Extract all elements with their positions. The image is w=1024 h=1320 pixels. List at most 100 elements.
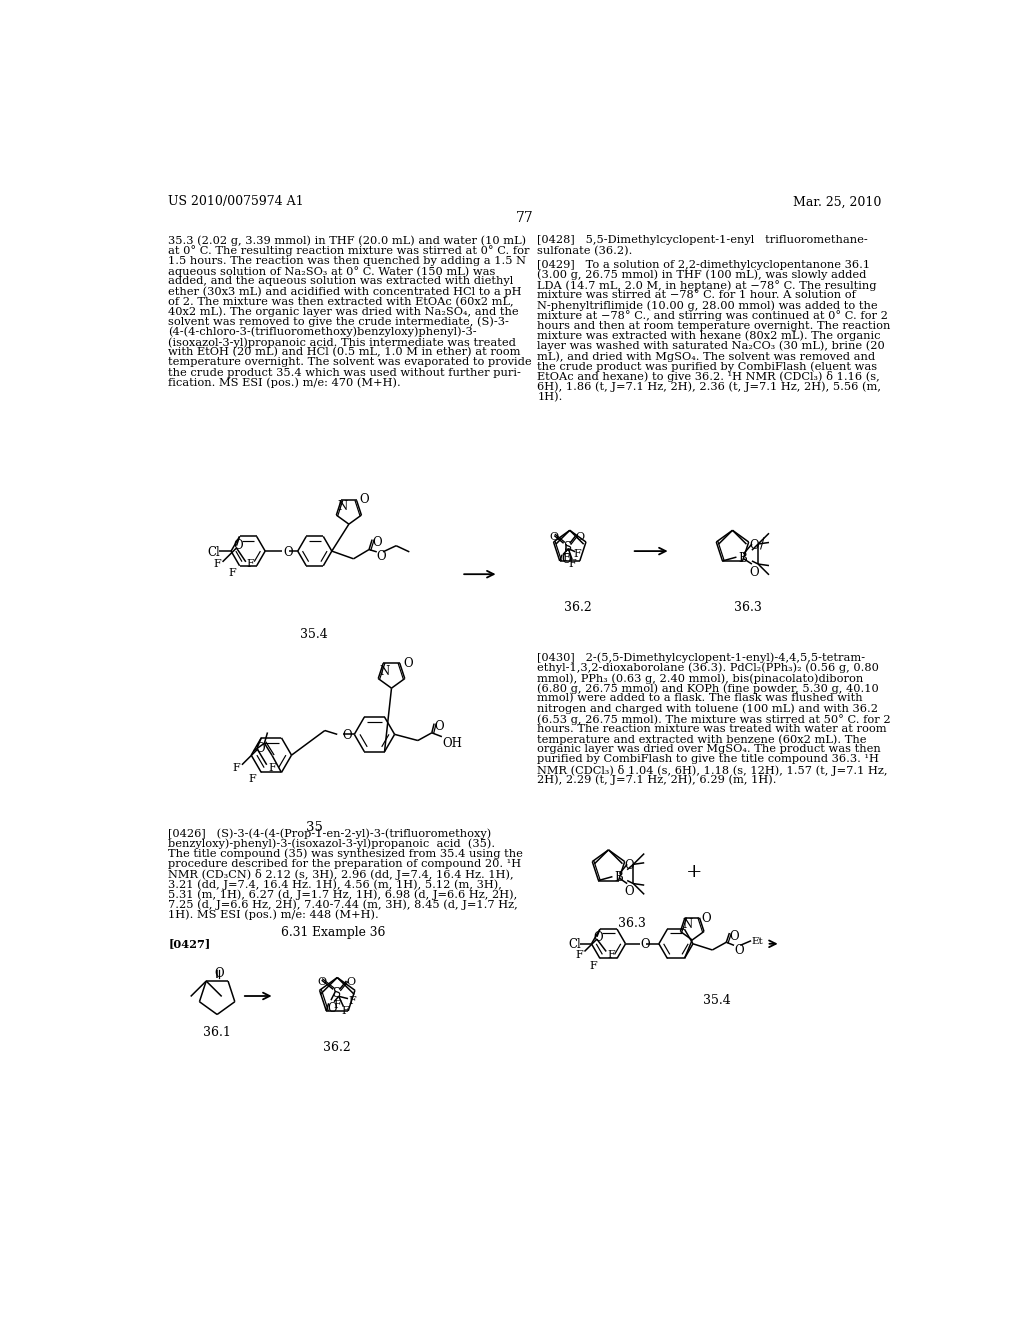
Text: N-phenyltriflimide (10.00 g, 28.00 mmol) was added to the: N-phenyltriflimide (10.00 g, 28.00 mmol)… (538, 300, 878, 310)
Text: Mar. 25, 2010: Mar. 25, 2010 (793, 195, 882, 209)
Text: Et: Et (752, 937, 764, 946)
Text: added, and the aqueous solution was extracted with diethyl: added, and the aqueous solution was extr… (168, 276, 514, 286)
Text: hours and then at room temperature overnight. The reaction: hours and then at room temperature overn… (538, 321, 891, 330)
Text: N: N (682, 919, 692, 932)
Text: [0426]   (S)-3-(4-(4-(Prop-1-en-2-yl)-3-(trifluoromethoxy): [0426] (S)-3-(4-(4-(Prop-1-en-2-yl)-3-(t… (168, 829, 492, 840)
Text: (6.80 g, 26.75 mmol) and KOPh (fine powder, 5.30 g, 40.10: (6.80 g, 26.75 mmol) and KOPh (fine powd… (538, 684, 879, 694)
Text: F: F (247, 558, 254, 569)
Text: NMR (CD₃CN) δ 2.12 (s, 3H), 2.96 (dd, J=7.4, 16.4 Hz. 1H),: NMR (CD₃CN) δ 2.12 (s, 3H), 2.96 (dd, J=… (168, 869, 514, 880)
Text: O: O (734, 944, 743, 957)
Text: O: O (328, 1002, 338, 1015)
Text: Cl: Cl (208, 546, 220, 560)
Text: nitrogen and charged with toluene (100 mL) and with 36.2: nitrogen and charged with toluene (100 m… (538, 704, 879, 714)
Text: (3.00 g, 26.75 mmol) in THF (100 mL), was slowly added: (3.00 g, 26.75 mmol) in THF (100 mL), wa… (538, 269, 866, 280)
Text: 35.4: 35.4 (703, 994, 731, 1007)
Text: at 0° C. The resulting reaction mixture was stirred at 0° C. for: at 0° C. The resulting reaction mixture … (168, 246, 529, 256)
Text: 1H). MS ESI (pos.) m/e: 448 (M+H).: 1H). MS ESI (pos.) m/e: 448 (M+H). (168, 909, 379, 920)
Text: US 2010/0075974 A1: US 2010/0075974 A1 (168, 195, 304, 209)
Text: 36.2: 36.2 (324, 1041, 351, 1055)
Text: 35.4: 35.4 (300, 628, 328, 642)
Text: 5.31 (m, 1H), 6.27 (d, J=1.7 Hz, 1H), 6.98 (d, J=6.6 Hz, 2H),: 5.31 (m, 1H), 6.27 (d, J=1.7 Hz, 1H), 6.… (168, 890, 517, 900)
Text: fication. MS ESI (pos.) m/e: 470 (M+H).: fication. MS ESI (pos.) m/e: 470 (M+H). (168, 378, 401, 388)
Text: O: O (403, 656, 413, 669)
Text: F: F (232, 763, 241, 774)
Text: F: F (589, 961, 597, 970)
Text: Cl: Cl (568, 939, 581, 952)
Text: O: O (625, 886, 635, 898)
Text: mixture was extracted with hexane (80x2 mL). The organic: mixture was extracted with hexane (80x2 … (538, 331, 881, 342)
Text: [0428]   5,5-Dimethylcyclopent-1-enyl   trifluoromethane-: [0428] 5,5-Dimethylcyclopent-1-enyl trif… (538, 235, 868, 246)
Text: 36.3: 36.3 (617, 917, 646, 929)
Text: hours. The reaction mixture was treated with water at room: hours. The reaction mixture was treated … (538, 723, 887, 734)
Text: LDA (14.7 mL, 2.0 M, in heptane) at −78° C. The resulting: LDA (14.7 mL, 2.0 M, in heptane) at −78°… (538, 280, 877, 290)
Text: O: O (317, 977, 326, 987)
Text: F: F (607, 950, 615, 960)
Text: F: F (575, 950, 583, 960)
Text: F: F (568, 560, 577, 569)
Text: ether (30x3 mL) and acidified with concentrated HCl to a pH: ether (30x3 mL) and acidified with conce… (168, 286, 522, 297)
Text: F: F (562, 553, 569, 564)
Text: F: F (248, 774, 256, 784)
Text: O: O (701, 912, 711, 924)
Text: (4-(4-chloro-3-(trifluoromethoxy)benzyloxy)phenyl)-3-: (4-(4-chloro-3-(trifluoromethoxy)benzylo… (168, 327, 477, 338)
Text: 7.25 (d, J=6.6 Hz, 2H), 7.40-7.44 (m, 3H), 8.45 (d, J=1.7 Hz,: 7.25 (d, J=6.6 Hz, 2H), 7.40-7.44 (m, 3H… (168, 899, 518, 909)
Text: ethyl-1,3,2-dioxaborolane (36.3). PdCl₂(PPh₃)₂ (0.56 g, 0.80: ethyl-1,3,2-dioxaborolane (36.3). PdCl₂(… (538, 663, 879, 673)
Text: B: B (738, 552, 746, 565)
Text: O: O (729, 929, 739, 942)
Text: [0429]   To a solution of 2,2-dimethylcyclopentanone 36.1: [0429] To a solution of 2,2-dimethylcycl… (538, 260, 870, 269)
Text: the crude product 35.4 which was used without further puri-: the crude product 35.4 which was used wi… (168, 367, 521, 378)
Text: F: F (348, 997, 355, 1006)
Text: F: F (213, 558, 221, 569)
Text: O: O (359, 494, 369, 507)
Text: 35: 35 (305, 821, 323, 834)
Text: O: O (233, 539, 243, 552)
Text: O: O (640, 939, 650, 952)
Text: sulfonate (36.2).: sulfonate (36.2). (538, 246, 633, 256)
Text: layer was washed with saturated Na₂CO₃ (30 mL), brine (20: layer was washed with saturated Na₂CO₃ (… (538, 341, 885, 351)
Text: F: F (268, 763, 276, 774)
Text: purified by CombiFlash to give the title compound 36.3. ¹H: purified by CombiFlash to give the title… (538, 755, 879, 764)
Text: with EtOH (20 mL) and HCl (0.5 mL, 1.0 M in ether) at room: with EtOH (20 mL) and HCl (0.5 mL, 1.0 M… (168, 347, 521, 358)
Text: benzyloxy)-phenyl)-3-(isoxazol-3-yl)propanoic  acid  (35).: benzyloxy)-phenyl)-3-(isoxazol-3-yl)prop… (168, 838, 496, 849)
Text: organic layer was dried over MgSO₄. The product was then: organic layer was dried over MgSO₄. The … (538, 744, 881, 754)
Text: F: F (333, 1001, 341, 1010)
Text: aqueous solution of Na₂SO₃ at 0° C. Water (150 mL) was: aqueous solution of Na₂SO₃ at 0° C. Wate… (168, 265, 496, 277)
Text: 3.21 (dd, J=7.4, 16.4 Hz. 1H), 4.56 (m, 1H), 5.12 (m, 3H),: 3.21 (dd, J=7.4, 16.4 Hz. 1H), 4.56 (m, … (168, 879, 502, 890)
Text: EtOAc and hexane) to give 36.2. ¹H NMR (CDCl₃) δ 1.16 (s,: EtOAc and hexane) to give 36.2. ¹H NMR (… (538, 371, 880, 383)
Text: temperature and extracted with benzene (60x2 mL). The: temperature and extracted with benzene (… (538, 734, 866, 744)
Text: S: S (564, 541, 572, 554)
Text: O: O (750, 539, 759, 552)
Text: N: N (380, 665, 390, 678)
Text: mL), and dried with MgSO₄. The solvent was removed and: mL), and dried with MgSO₄. The solvent w… (538, 351, 876, 362)
Text: O: O (255, 742, 265, 755)
Text: O: O (549, 532, 558, 541)
Text: O: O (283, 545, 293, 558)
Text: OH: OH (442, 737, 463, 750)
Text: NMR (CDCl₃) δ 1.04 (s, 6H), 1.18 (s, 12H), 1.57 (t, J=7.1 Hz,: NMR (CDCl₃) δ 1.04 (s, 6H), 1.18 (s, 12H… (538, 764, 888, 776)
Text: 2H), 2.29 (t, J=7.1 Hz, 2H), 6.29 (m, 1H).: 2H), 2.29 (t, J=7.1 Hz, 2H), 6.29 (m, 1H… (538, 775, 776, 785)
Text: B: B (614, 871, 623, 884)
Text: 36.3: 36.3 (734, 601, 762, 614)
Text: O: O (561, 553, 571, 566)
Text: 6.31 Example 36: 6.31 Example 36 (282, 925, 386, 939)
Text: procedure described for the preparation of compound 20. ¹H: procedure described for the preparation … (168, 859, 521, 869)
Text: /: / (760, 536, 764, 550)
Text: F: F (342, 1006, 349, 1016)
Text: O: O (575, 532, 585, 541)
Text: O: O (625, 859, 635, 873)
Text: of 2. The mixture was then extracted with EtOAc (60x2 mL,: of 2. The mixture was then extracted wit… (168, 297, 514, 306)
Text: solvent was removed to give the crude intermediate, (S)-3-: solvent was removed to give the crude in… (168, 317, 509, 327)
Text: (6.53 g, 26.75 mmol). The mixture was stirred at 50° C. for 2: (6.53 g, 26.75 mmol). The mixture was st… (538, 714, 891, 725)
Text: +: + (685, 863, 702, 880)
Text: F: F (573, 549, 582, 560)
Text: 40x2 mL). The organic layer was dried with Na₂SO₄, and the: 40x2 mL). The organic layer was dried wi… (168, 306, 519, 317)
Text: the crude product was purified by CombiFlash (eluent was: the crude product was purified by CombiF… (538, 362, 878, 372)
Text: F: F (228, 568, 237, 578)
Text: O: O (372, 536, 382, 549)
Text: 36.1: 36.1 (203, 1026, 231, 1039)
Text: 35.3 (2.02 g, 3.39 mmol) in THF (20.0 mL) and water (10 mL): 35.3 (2.02 g, 3.39 mmol) in THF (20.0 mL… (168, 235, 526, 246)
Text: temperature overnight. The solvent was evaporated to provide: temperature overnight. The solvent was e… (168, 358, 531, 367)
Text: O: O (594, 932, 603, 944)
Text: 1H).: 1H). (538, 392, 562, 403)
Text: O: O (377, 550, 386, 564)
